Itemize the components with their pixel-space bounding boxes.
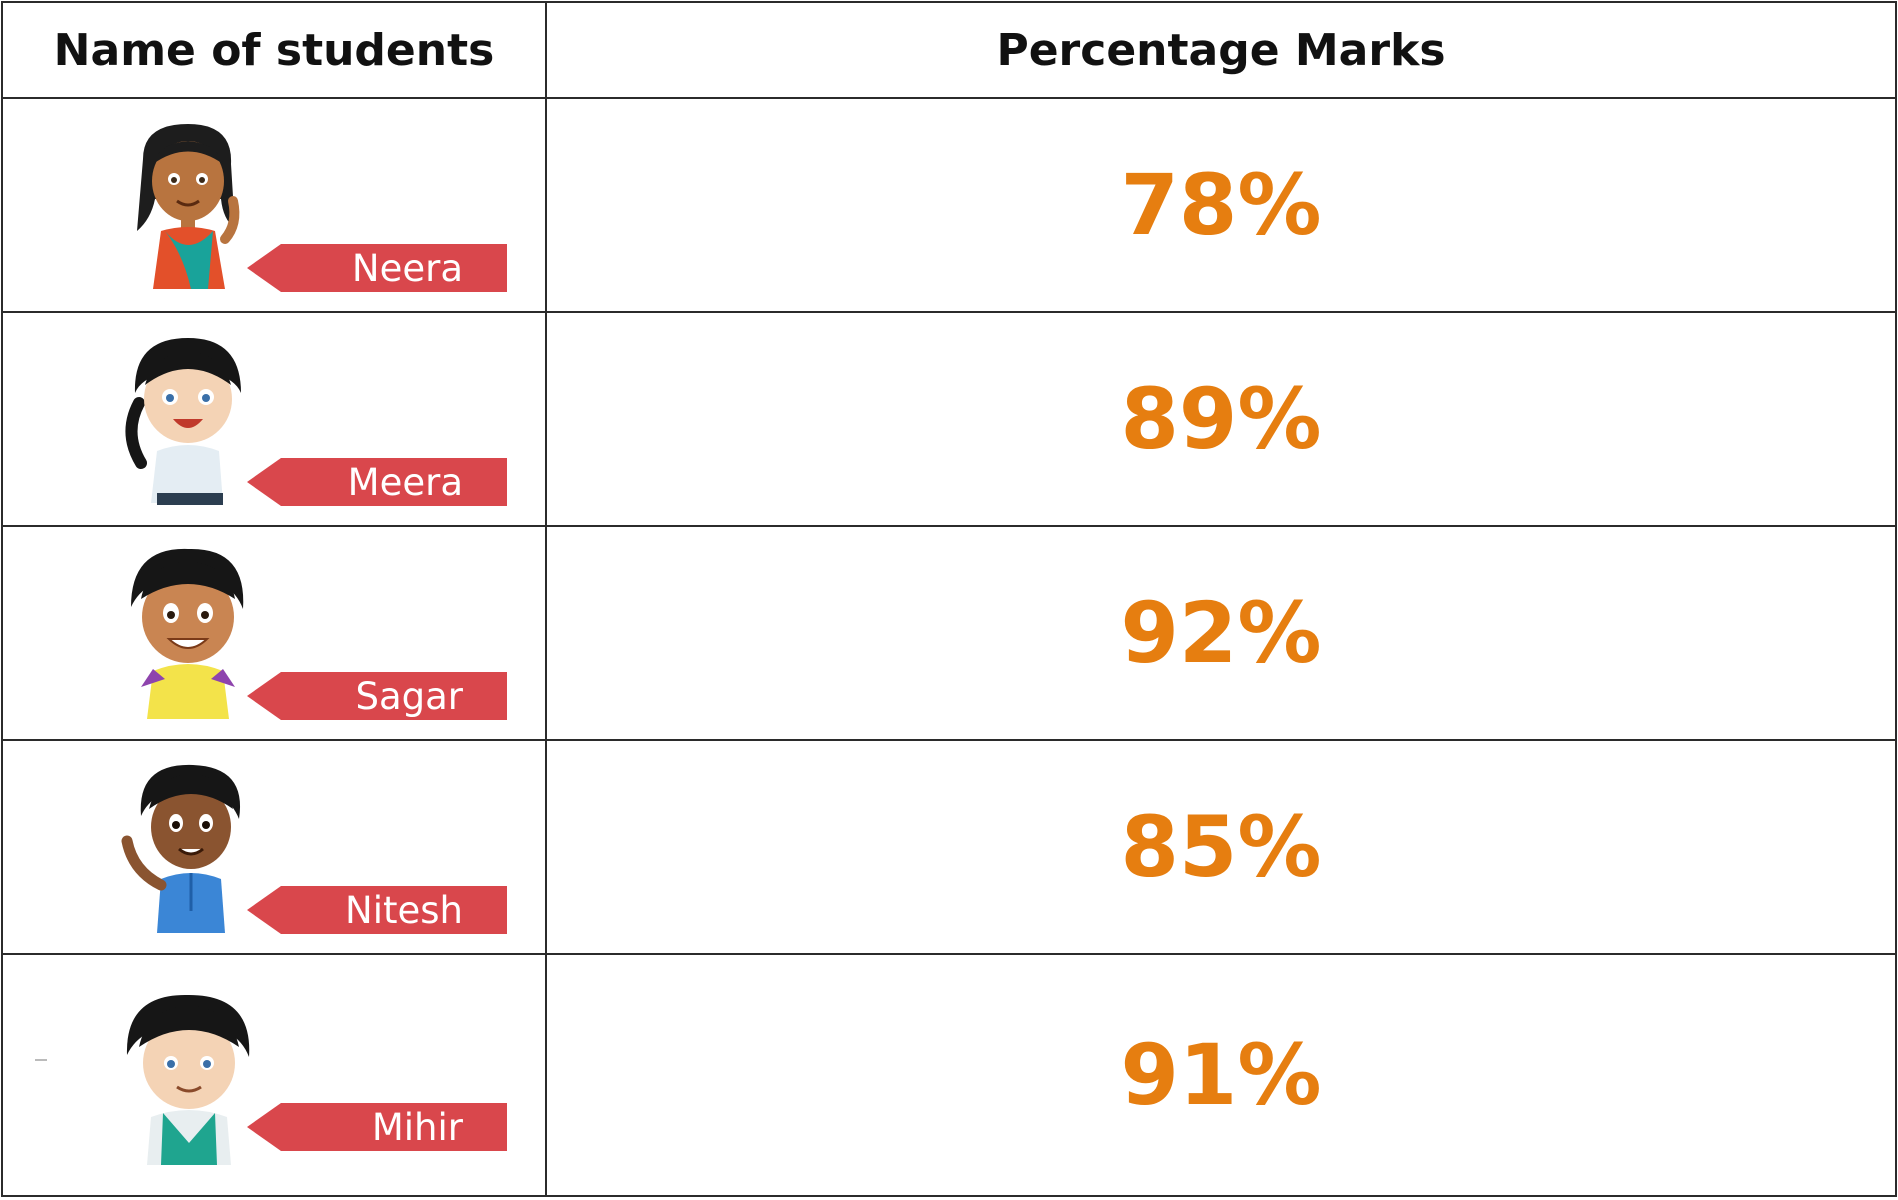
header-name-of-students: Name of students bbox=[1, 1, 547, 99]
stray-dash-mark bbox=[35, 1059, 47, 1061]
table-row: Sagar 92% bbox=[1, 525, 1897, 741]
name-tag: Sagar bbox=[247, 672, 507, 720]
girl-ponytail-avatar bbox=[125, 338, 241, 505]
student-percentage: 78% bbox=[545, 97, 1897, 313]
boy-green-vest-avatar bbox=[126, 994, 250, 1165]
student-name-cell: Mihir bbox=[1, 953, 547, 1197]
student-name: Mihir bbox=[371, 1106, 463, 1149]
tag-arrow-shape bbox=[247, 672, 507, 720]
student-name: Nitesh bbox=[345, 889, 463, 932]
header-percentage-marks: Percentage Marks bbox=[545, 1, 1897, 99]
tag-arrow-shape bbox=[247, 886, 507, 934]
student-name: Meera bbox=[347, 461, 463, 504]
table-row: Nitesh 85% bbox=[1, 739, 1897, 955]
tag-arrow-shape bbox=[247, 1103, 507, 1151]
table-header-row: Name of students Percentage Marks bbox=[1, 1, 1897, 99]
tag-arrow-shape bbox=[247, 458, 507, 506]
student-name-cell: Nitesh bbox=[1, 739, 547, 955]
student-name: Sagar bbox=[355, 675, 463, 718]
name-tag: Mihir bbox=[247, 1103, 507, 1151]
student-name-cell: Meera bbox=[1, 311, 547, 527]
student-percentage: 85% bbox=[545, 739, 1897, 955]
name-tag: Neera bbox=[247, 244, 507, 292]
girl-saree-waving-avatar bbox=[137, 124, 240, 289]
student-percentage: 92% bbox=[545, 525, 1897, 741]
boy-yellow-shirt-avatar bbox=[131, 548, 244, 719]
student-name-cell: Neera bbox=[1, 97, 547, 313]
student-name-cell: Sagar bbox=[1, 525, 547, 741]
table-row: Neera 78% bbox=[1, 97, 1897, 313]
student-name: Neera bbox=[351, 247, 463, 290]
tag-arrow-shape bbox=[247, 244, 507, 292]
student-percentage: 91% bbox=[545, 953, 1897, 1197]
name-tag: Nitesh bbox=[247, 886, 507, 934]
table-row: Mihir 91% bbox=[1, 953, 1897, 1197]
name-tag: Meera bbox=[247, 458, 507, 506]
table-row: Meera 89% bbox=[1, 311, 1897, 527]
boy-blue-kurta-waving-avatar bbox=[121, 764, 241, 933]
student-percentage: 89% bbox=[545, 311, 1897, 527]
